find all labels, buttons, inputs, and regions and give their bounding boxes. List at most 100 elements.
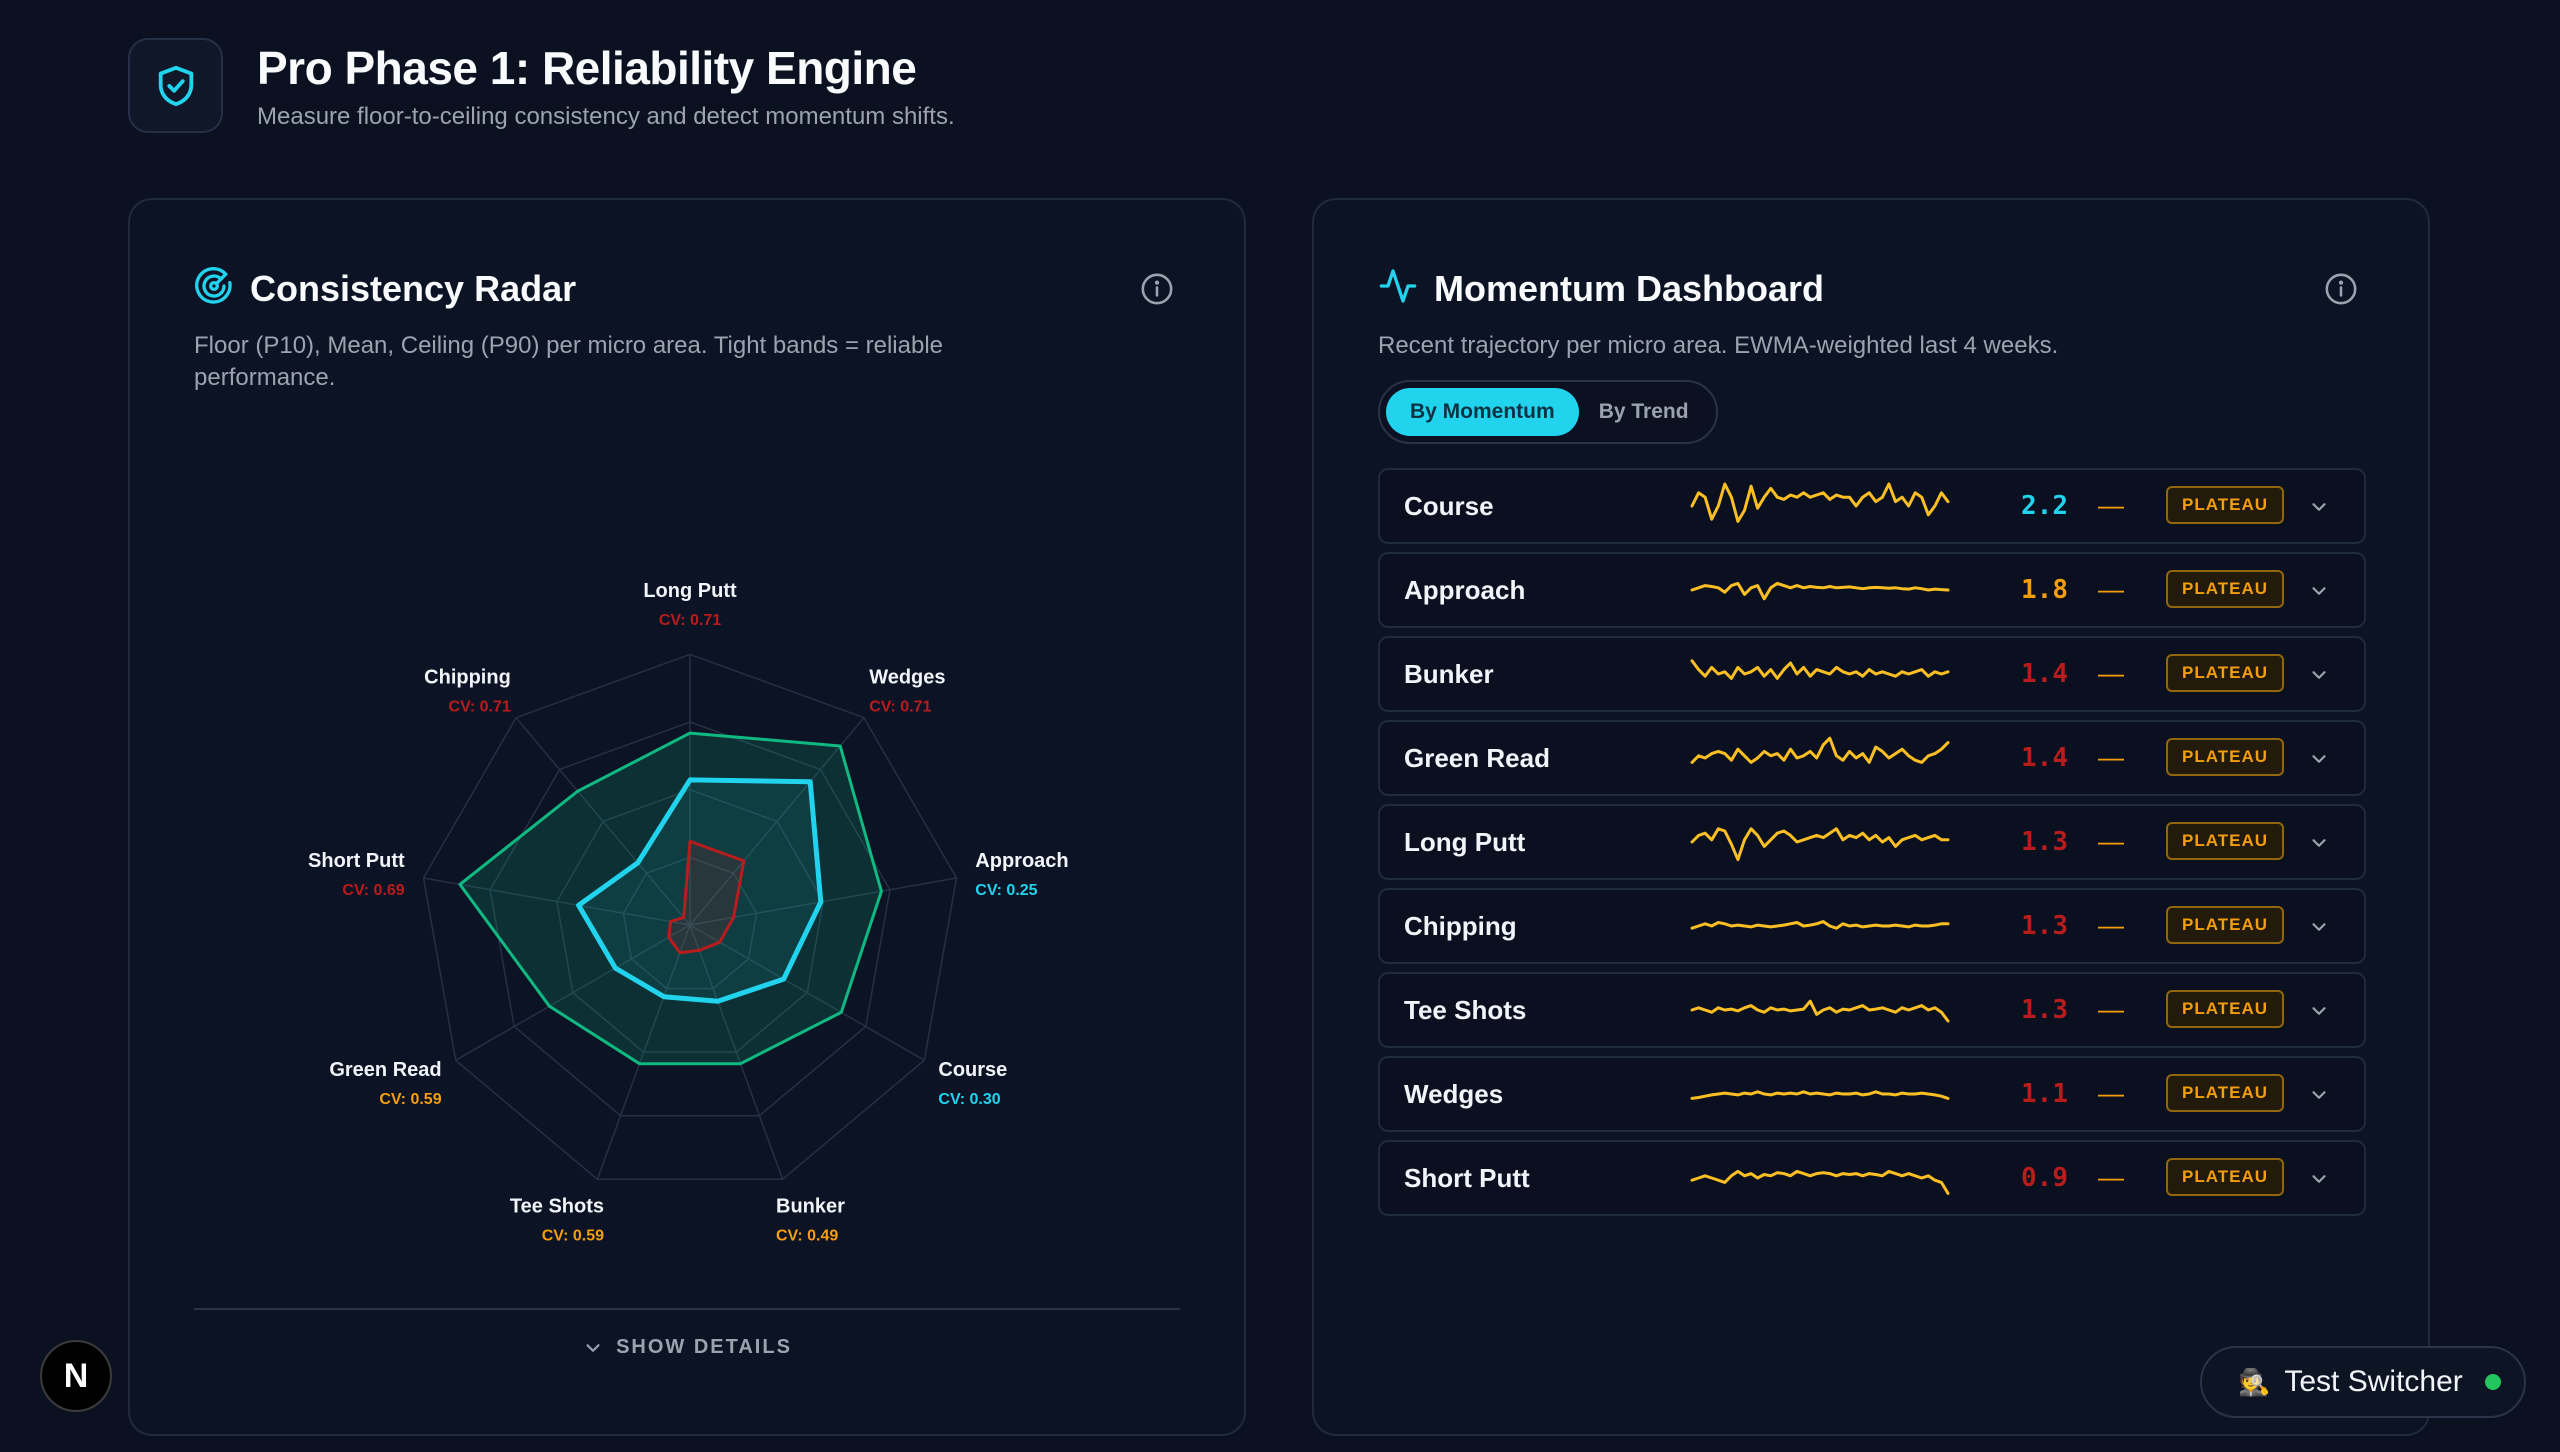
radar-card-title: Consistency Radar (250, 267, 577, 309)
radar-grid-ring (489, 721, 891, 1117)
momentum-row[interactable]: Bunker 1.4 — PLATEAU (1378, 636, 2366, 712)
chevron-down-icon[interactable] (2308, 1000, 2330, 1027)
by-momentum-button[interactable]: By Momentum (1386, 388, 1579, 436)
sparkline-path (1690, 920, 1950, 930)
sparkline-path (1690, 827, 1950, 862)
chevron-down-icon[interactable] (2308, 916, 2330, 943)
momentum-value: 1.8 (2021, 575, 2068, 605)
trend-sparkline (1690, 736, 1950, 764)
radar-spoke (515, 717, 691, 926)
page-header: Pro Phase 1: Reliability Engine Measure … (128, 38, 955, 133)
trend-sparkline (1690, 920, 1950, 930)
row-area-name: Bunker (1404, 659, 1494, 689)
chevron-down-icon[interactable] (2308, 580, 2330, 607)
flat-trend-indicator: — (2098, 1162, 2124, 1192)
radar-spoke (689, 924, 784, 1180)
radar-spoke (455, 924, 691, 1061)
radar-cv-label: CV: 0.59 (379, 1091, 441, 1108)
status-dot (2484, 1374, 2501, 1390)
test-switcher-button[interactable]: 🕵️ Test Switcher (2200, 1346, 2526, 1418)
radar-axis-label: Course (938, 1059, 1007, 1081)
trend-sparkline (1690, 581, 1950, 601)
flat-trend-indicator: — (2098, 910, 2124, 940)
momentum-row[interactable]: Chipping 1.3 — PLATEAU (1378, 888, 2366, 964)
sparkline-path (1690, 1169, 1950, 1195)
radar-cv-label: CV: 0.71 (659, 612, 721, 629)
momentum-row[interactable]: Tee Shots 1.3 — PLATEAU (1378, 972, 2366, 1048)
shield-check-icon (128, 38, 223, 133)
radar-cv-label: CV: 0.25 (975, 882, 1037, 899)
show-details-button[interactable]: SHOW DETAILS (130, 1336, 1244, 1359)
chevron-down-icon[interactable] (2308, 832, 2330, 859)
momentum-value: 2.2 (2021, 491, 2068, 521)
row-area-name: Course (1404, 491, 1494, 521)
momentum-value: 1.3 (2021, 827, 2068, 857)
momentum-value: 1.4 (2021, 659, 2068, 689)
chevron-down-icon[interactable] (2308, 1084, 2330, 1111)
consistency-radar-card: Consistency Radar Floor (P10), Mean, Cei… (128, 198, 1246, 1436)
sparkline-path (1690, 736, 1950, 764)
radar-axis-label: Bunker (776, 1195, 845, 1217)
consistency-radar-chart: Long Putt CV: 0.71 Wedges CV: 0.71 Approach C… (308, 580, 1069, 1244)
status-badge: PLATEAU (2166, 738, 2284, 776)
radar-cv-label: CV: 0.49 (776, 1227, 838, 1244)
nextjs-logo-button[interactable]: N (40, 1340, 112, 1412)
momentum-row[interactable]: Approach 1.8 — PLATEAU (1378, 552, 2366, 628)
radar-axis-label: Green Read (329, 1059, 441, 1081)
momentum-row[interactable]: Long Putt 1.3 — PLATEAU (1378, 804, 2366, 880)
sparkline-path (1690, 482, 1950, 523)
sparkline-path (1690, 581, 1950, 601)
momentum-row[interactable]: Green Read 1.4 — PLATEAU (1378, 720, 2366, 796)
momentum-value: 1.3 (2021, 995, 2068, 1025)
by-trend-button[interactable]: By Trend (1598, 400, 1689, 423)
radar-cv-label: CV: 0.69 (342, 882, 404, 899)
status-badge: PLATEAU (2166, 654, 2284, 692)
radar-axis-label: Short Putt (308, 850, 405, 872)
radar-info-icon[interactable] (1140, 272, 1174, 311)
radar-series-mean (576, 777, 824, 1004)
momentum-row[interactable]: Wedges 1.1 — PLATEAU (1378, 1056, 2366, 1132)
details-divider (194, 1308, 1180, 1310)
momentum-value: 1.4 (2021, 743, 2068, 773)
chevron-down-icon[interactable] (2308, 664, 2330, 691)
row-area-name: Green Read (1404, 743, 1550, 773)
detective-icon: 🕵️ (2238, 1366, 2271, 1397)
status-badge: PLATEAU (2166, 570, 2284, 608)
chevron-down-icon[interactable] (2308, 1168, 2330, 1195)
radar-target-icon (194, 266, 234, 311)
chevron-down-icon[interactable] (2308, 496, 2330, 523)
row-area-name: Short Putt (1404, 1163, 1530, 1193)
chevron-down-icon[interactable] (2308, 748, 2330, 775)
radar-series-floor (667, 839, 746, 955)
test-switcher-label: Test Switcher (2284, 1365, 2463, 1398)
radar-grid-ring (622, 856, 758, 990)
trend-sparkline (1690, 1169, 1950, 1195)
status-badge: PLATEAU (2166, 1158, 2284, 1196)
flat-trend-indicator: — (2098, 742, 2124, 772)
flat-trend-indicator: — (2098, 1078, 2124, 1108)
status-badge: PLATEAU (2166, 990, 2284, 1028)
status-badge: PLATEAU (2166, 486, 2284, 524)
status-badge: PLATEAU (2166, 822, 2284, 860)
row-area-name: Chipping (1404, 911, 1517, 941)
radar-card-description: Floor (P10), Mean, Ceiling (P90) per mic… (194, 332, 944, 391)
radar-axis-label: Approach (975, 850, 1068, 872)
radar-cv-label: CV: 0.59 (542, 1227, 604, 1244)
trend-sparkline (1690, 482, 1950, 523)
flat-trend-indicator: — (2098, 826, 2124, 856)
row-area-name: Wedges (1404, 1079, 1504, 1109)
status-badge: PLATEAU (2166, 906, 2284, 944)
radar-cv-label: CV: 0.30 (938, 1091, 1000, 1108)
row-area-name: Tee Shots (1404, 995, 1527, 1025)
radar-spoke (596, 924, 691, 1180)
row-area-name: Long Putt (1404, 827, 1526, 857)
momentum-info-icon[interactable] (2324, 272, 2358, 311)
flat-trend-indicator: — (2098, 994, 2124, 1024)
momentum-value: 1.3 (2021, 911, 2068, 941)
momentum-row[interactable]: Course 2.2 — PLATEAU (1378, 468, 2366, 544)
row-area-name: Approach (1404, 575, 1526, 605)
radar-spoke (689, 717, 865, 926)
show-details-label: SHOW DETAILS (616, 1336, 792, 1358)
trend-sparkline (1690, 827, 1950, 862)
momentum-row[interactable]: Short Putt 0.9 — PLATEAU (1378, 1140, 2366, 1216)
